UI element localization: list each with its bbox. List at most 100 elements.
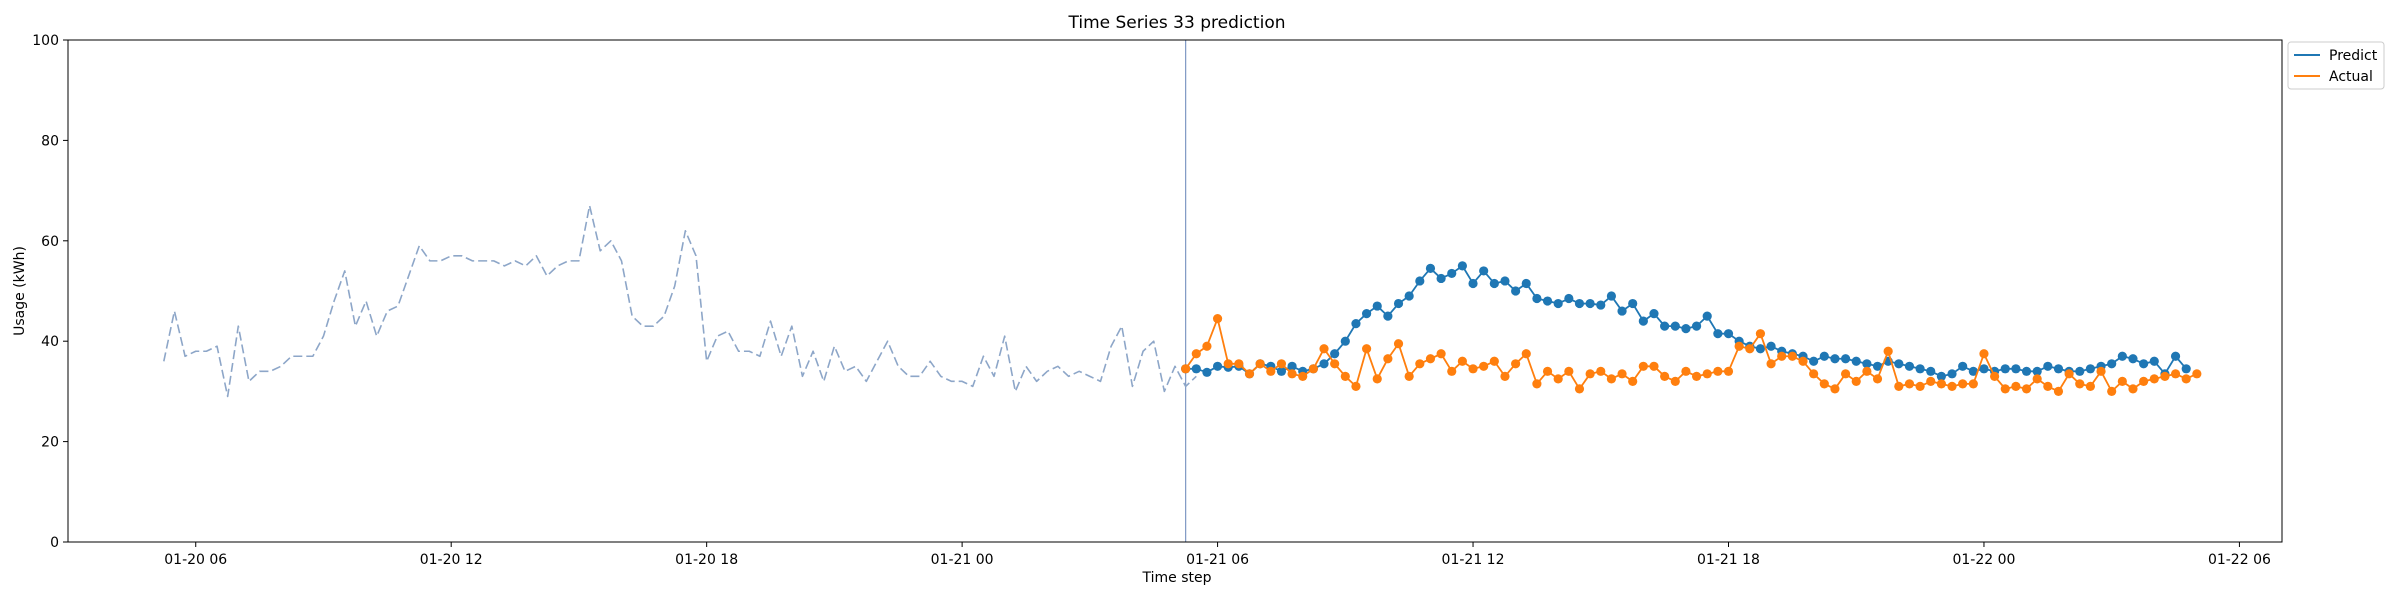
actual-point: [1617, 369, 1627, 379]
predict-point: [1670, 321, 1680, 331]
predict-point: [1968, 366, 1978, 376]
actual-point: [1489, 356, 1499, 366]
actual-point: [2107, 386, 2117, 396]
actual-point: [2117, 376, 2127, 386]
actual-point: [1276, 359, 1287, 369]
actual-point: [1532, 379, 1542, 389]
predict-point: [2075, 366, 2085, 376]
actual-point: [1883, 346, 1893, 356]
predict-point: [2107, 359, 2117, 369]
predict-point: [2021, 366, 2032, 376]
actual-point: [1298, 371, 1308, 381]
actual-point: [1234, 359, 1244, 369]
history-line: [163, 204, 1197, 398]
predict-point: [1500, 276, 1510, 286]
actual-point: [1713, 366, 1723, 376]
actual-point: [1606, 374, 1617, 384]
predict-point: [1319, 359, 1329, 369]
y-tick-label: 0: [50, 535, 59, 551]
predict-point: [1840, 354, 1851, 364]
predict-point: [1521, 278, 1531, 289]
predict-point: [1511, 286, 1521, 296]
predict-point: [1638, 316, 1648, 326]
predict-point: [1330, 349, 1340, 359]
predict-point: [1415, 276, 1425, 286]
x-tick-label: 01-20 18: [675, 552, 738, 568]
actual-point: [1521, 349, 1531, 359]
predict-point: [1489, 278, 1499, 289]
predict-point: [1819, 351, 1829, 361]
predict-point: [1894, 359, 1904, 369]
predict-point: [1340, 336, 1350, 346]
predict-point: [1574, 298, 1585, 309]
predict-point: [1425, 263, 1436, 274]
actual-point: [1766, 359, 1776, 369]
predict-point: [2043, 361, 2053, 371]
actual-point: [1990, 371, 2000, 381]
x-axis-label: Time step: [1142, 570, 1212, 586]
legend-label-actual: Actual: [2329, 69, 2373, 85]
actual-point: [1670, 376, 1680, 386]
predict-point: [1766, 341, 1776, 351]
predict-point: [1723, 329, 1734, 339]
predict-point: [2170, 351, 2181, 361]
actual-point: [1862, 366, 1872, 376]
actual-point: [1596, 366, 1606, 376]
actual-point: [2011, 381, 2021, 391]
actual-point: [2181, 374, 2191, 384]
actual-point: [1628, 376, 1638, 386]
actual-point: [1745, 344, 1755, 354]
actual-point: [1404, 371, 1414, 381]
predict-point: [1755, 344, 1766, 354]
y-tick-label: 40: [41, 334, 59, 350]
actual-point: [1968, 379, 1978, 389]
x-tick-label: 01-21 06: [1186, 552, 1249, 568]
actual-point: [2043, 381, 2053, 391]
actual-point: [2075, 379, 2085, 389]
predict-point: [1851, 356, 1861, 366]
predict-point: [1628, 298, 1638, 309]
actual-point: [1351, 381, 1361, 391]
legend-label-predict: Predict: [2329, 48, 2378, 64]
actual-point: [1809, 369, 1819, 379]
actual-point: [1723, 366, 1734, 376]
actual-point: [1958, 379, 1968, 389]
predict-point: [2032, 366, 2042, 376]
predict-point: [1287, 361, 1297, 371]
actual-point: [2000, 384, 2010, 394]
predict-point: [1606, 291, 1617, 301]
actual-point: [1691, 371, 1702, 381]
y-tick-label: 20: [41, 435, 59, 451]
predict-point: [1809, 356, 1819, 366]
predict-point: [1702, 311, 1712, 321]
actual-point: [2064, 369, 2074, 379]
actual-point: [1266, 366, 1276, 376]
actual-point: [1755, 329, 1766, 339]
actual-point: [1798, 356, 1808, 366]
actual-point: [1649, 361, 1659, 371]
actual-point: [1244, 369, 1255, 379]
x-tick-label: 01-22 06: [2208, 552, 2271, 568]
predict-point: [1660, 321, 1670, 331]
predict-point: [1372, 301, 1382, 311]
actual-point: [2128, 384, 2138, 394]
actual-point: [1851, 376, 1861, 386]
predict-point: [1936, 371, 1946, 381]
actual-point: [2085, 381, 2095, 391]
predict-point: [1872, 361, 1883, 371]
actual-point: [1383, 354, 1393, 364]
x-tick-label: 01-20 06: [164, 552, 227, 568]
predict-point: [1958, 361, 1968, 371]
predict-point: [1436, 273, 1446, 284]
y-tick-label: 80: [41, 133, 59, 149]
x-tick-label: 01-21 00: [931, 552, 994, 568]
predict-point: [2011, 364, 2021, 374]
predict-point: [2053, 364, 2064, 374]
actual-point: [1181, 364, 1191, 374]
predict-point: [1202, 367, 1212, 377]
actual-point: [1734, 341, 1744, 351]
predict-point: [1479, 266, 1489, 276]
actual-point: [1936, 379, 1946, 389]
predict-point: [2128, 354, 2138, 364]
actual-point: [1191, 349, 1201, 359]
